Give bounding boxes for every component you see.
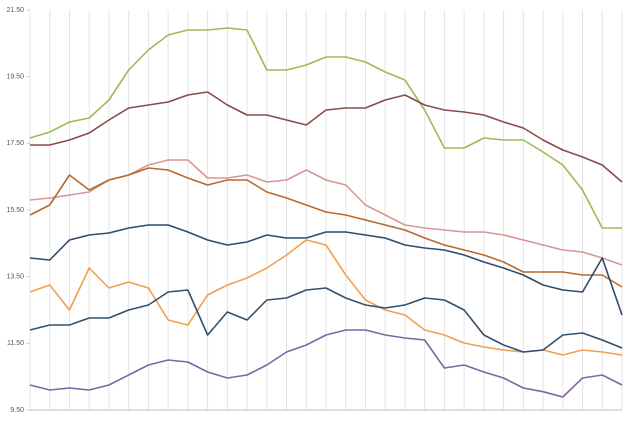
series-line [30, 91, 623, 183]
series-line [29, 287, 623, 353]
series-line [29, 167, 623, 288]
series-line [29, 27, 622, 229]
series-line [29, 224, 623, 316]
series-line [29, 329, 623, 398]
y-tick-label: 21.50 [6, 7, 24, 14]
y-tick-label: 19.50 [6, 74, 24, 81]
y-tick-label: 15.50 [6, 207, 24, 214]
y-tick-label: 17.50 [6, 140, 24, 147]
y-tick-label: 9.50 [10, 407, 24, 414]
y-tick-label: 13.50 [6, 274, 24, 281]
y-tick-label: 11.50 [7, 340, 24, 347]
